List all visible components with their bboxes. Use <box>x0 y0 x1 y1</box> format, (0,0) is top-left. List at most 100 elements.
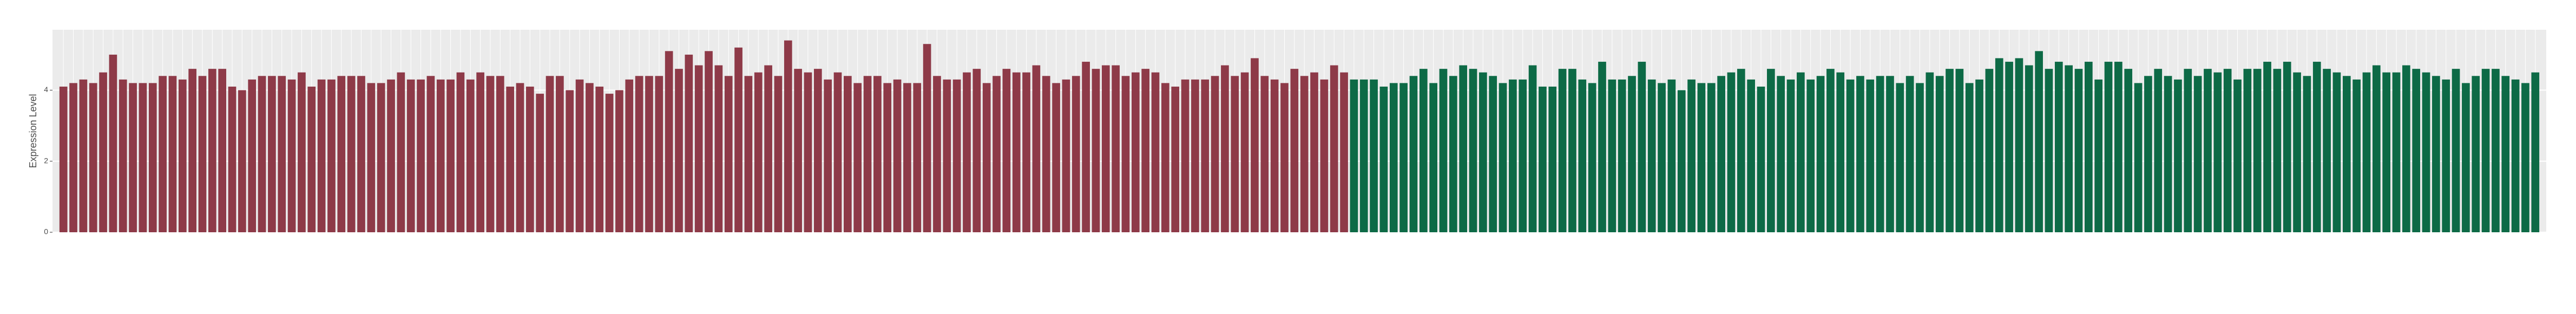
bar <box>1082 62 1090 232</box>
bar <box>148 83 157 232</box>
bar <box>397 72 405 232</box>
bar <box>1588 83 1596 232</box>
bar <box>1092 69 1100 232</box>
bar <box>1578 79 1587 232</box>
bar <box>1667 79 1676 232</box>
bar <box>1379 86 1388 232</box>
bar <box>1270 79 1279 232</box>
bar <box>426 76 435 232</box>
bar <box>972 69 981 232</box>
bar <box>1062 79 1070 232</box>
bar <box>278 76 286 232</box>
bar <box>774 76 783 232</box>
bar <box>1975 79 1983 232</box>
bar <box>79 79 88 232</box>
bar <box>675 69 683 232</box>
bar <box>1141 69 1150 232</box>
bar <box>1946 69 1954 232</box>
bar <box>516 83 524 232</box>
bar <box>2392 72 2401 232</box>
bar <box>1330 65 1338 232</box>
bar <box>2422 72 2430 232</box>
bar <box>982 83 991 232</box>
bar <box>734 47 742 233</box>
bar <box>993 76 1001 232</box>
bar <box>2045 69 2053 232</box>
bar <box>1429 83 1437 232</box>
bar <box>1112 65 1120 232</box>
bar <box>1727 72 1736 232</box>
bar <box>714 65 723 232</box>
bar <box>1181 79 1190 232</box>
bar <box>595 86 604 232</box>
bar <box>1479 72 1487 232</box>
bar <box>586 83 594 232</box>
bar <box>1211 76 1219 232</box>
bar <box>2293 72 2301 232</box>
bar <box>1757 86 1765 232</box>
bar <box>963 72 971 232</box>
bar <box>2263 62 2271 232</box>
bar <box>2005 62 2013 232</box>
bar <box>1846 79 1855 232</box>
bar <box>2531 72 2540 232</box>
bar <box>248 79 257 232</box>
bar <box>2243 69 2252 232</box>
bar <box>1618 79 1626 232</box>
bar <box>1548 86 1557 232</box>
bar <box>1101 65 1110 232</box>
bar <box>1995 58 2003 233</box>
bar <box>1797 72 1805 232</box>
bar <box>337 76 346 232</box>
bar <box>59 86 68 232</box>
bar <box>1647 79 1656 232</box>
bar <box>406 79 415 232</box>
bar <box>1717 76 1725 232</box>
bar <box>317 79 326 232</box>
bar <box>2481 69 2490 232</box>
bar <box>327 79 336 232</box>
bar <box>943 79 951 232</box>
bar <box>436 79 445 232</box>
bar <box>1737 69 1745 232</box>
bar <box>1409 76 1418 232</box>
bar <box>556 76 564 232</box>
y-axis-title: Expression Level <box>28 94 38 168</box>
bar <box>228 86 236 232</box>
bar <box>2352 79 2361 232</box>
bar <box>367 83 376 232</box>
bar <box>625 79 634 232</box>
bar <box>1032 65 1041 232</box>
bar <box>2144 76 2152 232</box>
bar <box>1826 69 1835 232</box>
bar <box>536 94 544 232</box>
bar <box>1916 83 1924 232</box>
bar <box>1439 69 1448 232</box>
bar <box>933 76 941 232</box>
bar <box>893 79 902 232</box>
bar <box>307 86 316 232</box>
bar <box>2233 79 2242 232</box>
bar <box>69 83 77 232</box>
bar <box>2382 72 2390 232</box>
bar <box>1707 83 1716 232</box>
bar <box>1161 83 1169 232</box>
bar <box>2501 76 2510 232</box>
bar <box>1528 65 1537 232</box>
bar <box>417 79 425 232</box>
bar <box>99 72 107 232</box>
bar <box>1231 76 1239 232</box>
bar <box>2472 76 2480 232</box>
bar <box>1389 83 1398 232</box>
bar <box>575 79 584 232</box>
bar <box>1558 69 1567 232</box>
bar <box>486 76 495 232</box>
bar <box>446 79 455 232</box>
bar <box>2204 69 2212 232</box>
bar <box>1002 69 1011 232</box>
bar <box>804 72 812 232</box>
bar <box>685 54 693 233</box>
bar <box>1350 79 1358 232</box>
bar <box>298 72 306 232</box>
